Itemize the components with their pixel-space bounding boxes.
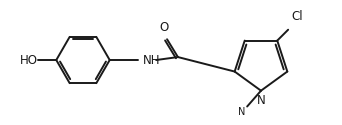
Text: HO: HO — [19, 54, 38, 66]
Text: NH: NH — [143, 54, 161, 66]
Text: N: N — [238, 108, 245, 118]
Text: Cl: Cl — [291, 10, 303, 23]
Text: N: N — [256, 94, 265, 107]
Text: O: O — [159, 21, 169, 34]
